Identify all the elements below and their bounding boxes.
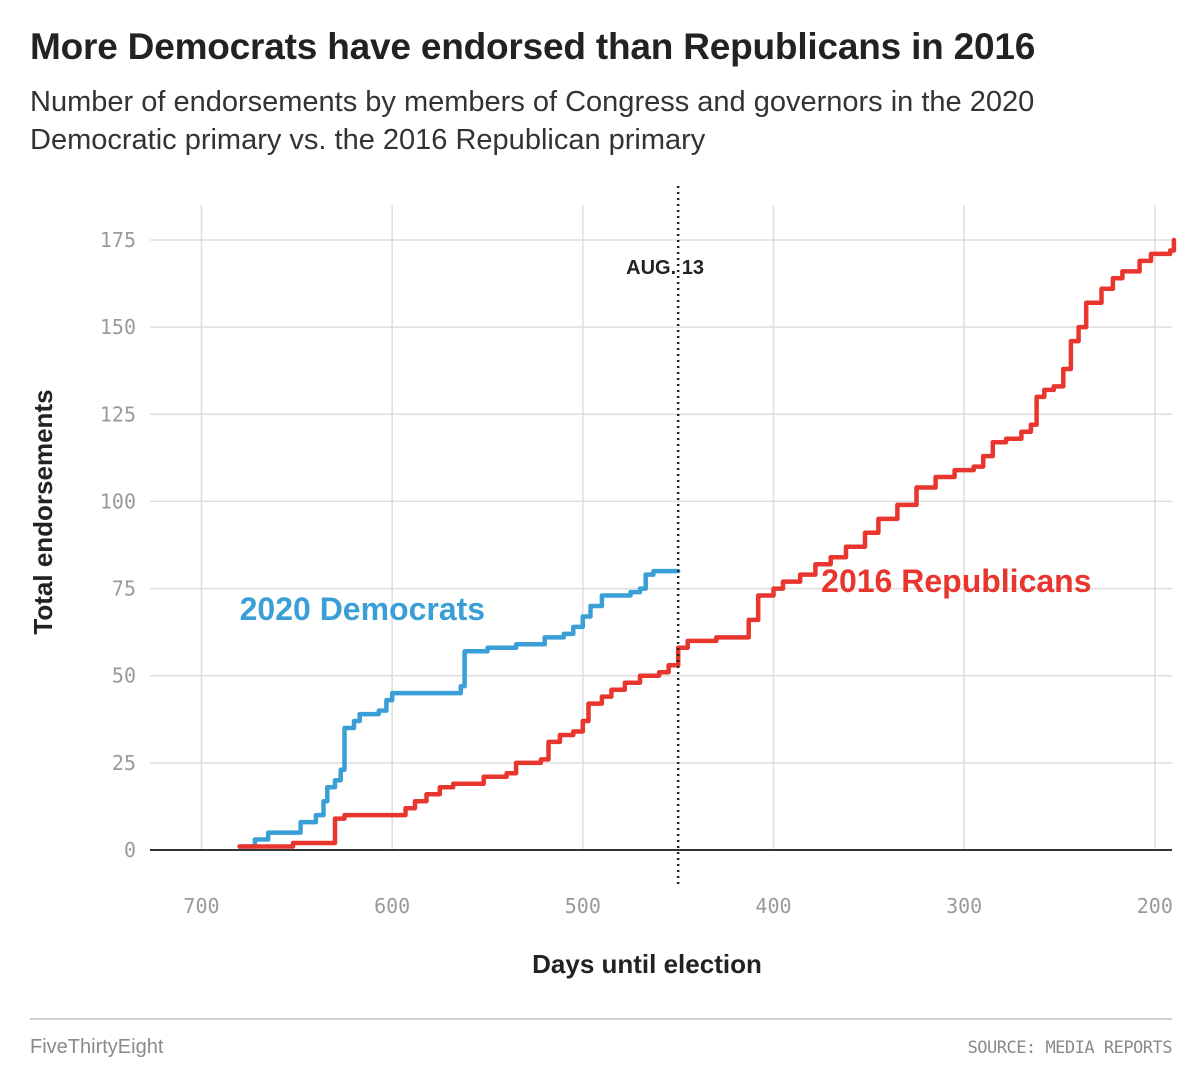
footer-brand: FiveThirtyEight bbox=[30, 1036, 164, 1058]
series-line-2020-democrats bbox=[237, 568, 681, 849]
series-label-2016-republicans: 2016 Republicans bbox=[821, 563, 1091, 599]
grid bbox=[150, 205, 1172, 851]
footer-source: SOURCE: MEDIA REPORTS bbox=[967, 1038, 1173, 1058]
x-tick-label: 400 bbox=[755, 894, 791, 918]
chart-subtitle: Number of endorsements by members of Con… bbox=[30, 86, 1035, 156]
y-tick-label: 175 bbox=[100, 228, 136, 252]
annotation: AUG. 13 bbox=[626, 186, 704, 885]
chart-title: More Democrats have endorsed than Republ… bbox=[30, 26, 1036, 67]
y-tick-label: 50 bbox=[112, 664, 136, 688]
x-axis-title: Days until election bbox=[532, 949, 762, 979]
y-tick-label: 100 bbox=[100, 489, 136, 513]
series-lines: 2020 Democrats 2016 Republicans bbox=[237, 237, 1177, 849]
x-tick-label: 500 bbox=[565, 894, 601, 918]
tick-labels: 0 25 50 75 100 125 150 175 700 600 500 400 300 200 bbox=[100, 228, 1173, 918]
y-tick-label: 150 bbox=[100, 315, 136, 339]
y-tick-label: 0 bbox=[124, 838, 136, 862]
x-tick-label: 700 bbox=[183, 894, 219, 918]
series-line-2016-republicans bbox=[237, 237, 1177, 849]
x-tick-label: 200 bbox=[1137, 894, 1173, 918]
y-tick-label: 25 bbox=[112, 751, 136, 775]
x-tick-label: 600 bbox=[374, 894, 410, 918]
line-chart: 0 25 50 75 100 125 150 175 700 600 500 400 300 200 20… bbox=[28, 186, 1177, 979]
footer-divider bbox=[30, 1018, 1172, 1020]
annotation-label: AUG. 13 bbox=[626, 257, 704, 279]
x-tick-label: 300 bbox=[946, 894, 982, 918]
y-tick-label: 75 bbox=[112, 577, 136, 601]
y-axis-title: Total endorsements bbox=[28, 389, 58, 634]
series-label-2020-democrats: 2020 Democrats bbox=[240, 591, 485, 627]
y-tick-label: 125 bbox=[100, 402, 136, 426]
